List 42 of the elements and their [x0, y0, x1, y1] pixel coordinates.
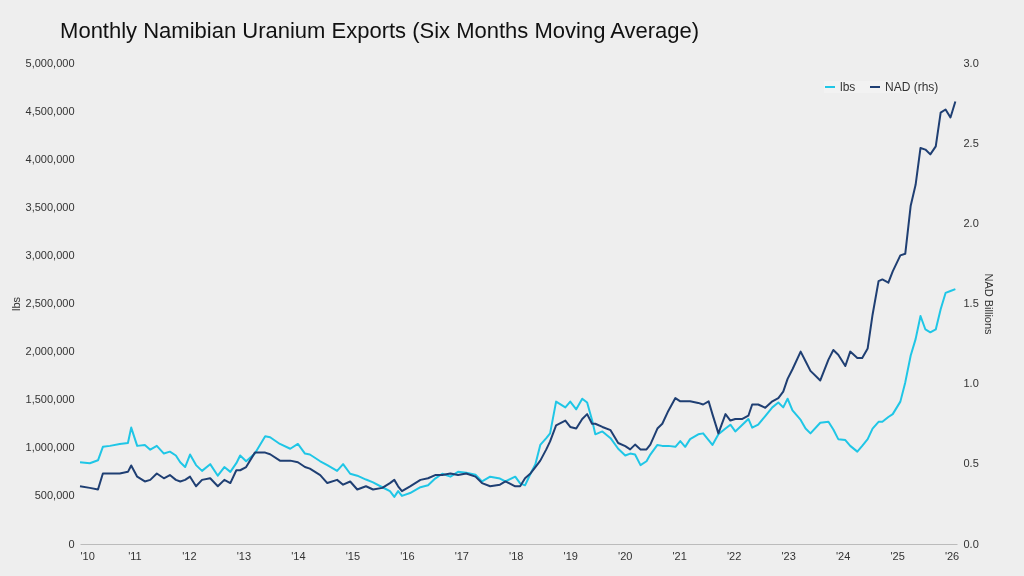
x-tick-label: '25 — [890, 549, 905, 562]
line-series — [79, 100, 957, 493]
x-tick-label: '14 — [291, 549, 306, 562]
line-series — [79, 288, 957, 498]
x-tick-label: '18 — [509, 549, 524, 562]
x-tick-label: '13 — [236, 549, 252, 562]
y-tick-label: 3,000,000 — [25, 248, 75, 261]
y2-tick-label: 2.5 — [963, 136, 979, 149]
chart-title: Monthly Namibian Uranium Exports (Six Months Moving Average) — [60, 18, 700, 43]
x-tick-label: '20 — [618, 549, 633, 562]
x-tick-label: '12 — [182, 549, 197, 562]
x-tick-label: '17 — [454, 549, 469, 562]
y2-tick-label: 1.0 — [963, 377, 979, 390]
y2-tick-label: 3.0 — [963, 56, 979, 69]
x-tick-label: '10 — [80, 549, 95, 562]
y-tick-label: 2,500,000 — [25, 297, 75, 309]
y2-tick-label: 1.5 — [963, 297, 979, 309]
y2-tick-label: 2.0 — [963, 216, 979, 229]
y-tick-label: 3,500,000 — [25, 200, 75, 213]
legend-label: NAD (rhs) — [885, 80, 939, 94]
x-tick-label: '19 — [563, 549, 578, 562]
x-tick-label: '26 — [944, 549, 960, 562]
y-tick-label: 1,500,000 — [25, 393, 75, 406]
x-tick-label: '15 — [345, 549, 361, 562]
x-tick-label: '21 — [672, 549, 687, 562]
x-tick-label: '16 — [400, 549, 415, 562]
y-axis-title: lbs — [9, 296, 22, 312]
y-tick-label: 2,000,000 — [25, 345, 75, 358]
x-tick-label: '24 — [835, 549, 851, 562]
y-tick-label: 5,000,000 — [25, 56, 75, 69]
y2-axis-title: NAD Billions — [982, 273, 995, 336]
x-tick-label: '11 — [128, 549, 142, 562]
y-tick-label: 0 — [68, 537, 75, 550]
x-tick-label: '23 — [781, 549, 796, 562]
x-tick-label: '22 — [726, 549, 742, 562]
y-tick-label: 4,500,000 — [25, 104, 75, 117]
legend-label: lbs — [840, 80, 856, 94]
y2-tick-label: 0.5 — [963, 457, 979, 470]
y2-tick-label: 0.0 — [963, 537, 979, 550]
y-tick-label: 1,000,000 — [25, 441, 75, 454]
y-tick-label: 500,000 — [34, 489, 75, 502]
y-tick-label: 4,000,000 — [25, 152, 75, 165]
